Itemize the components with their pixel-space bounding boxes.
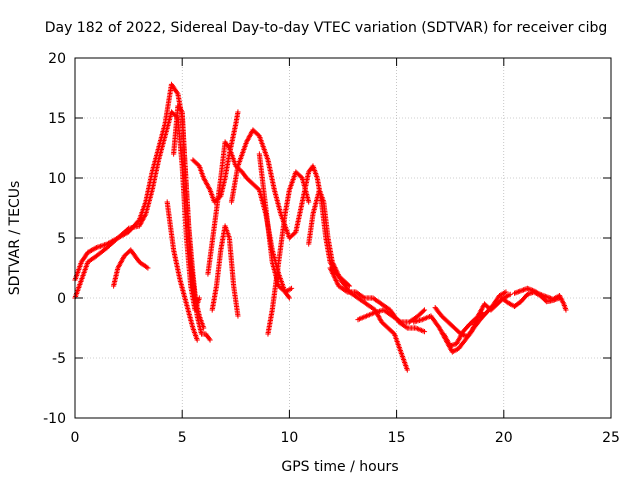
series-track-8 <box>209 223 241 319</box>
chart-title: Day 182 of 2022, Sidereal Day-to-day VTE… <box>45 20 608 36</box>
data-layer <box>72 81 569 373</box>
data-point <box>397 318 403 324</box>
data-point <box>286 295 292 301</box>
y-tick-label: 10 <box>48 171 66 187</box>
data-point <box>421 329 428 335</box>
y-tick-label: 20 <box>48 51 66 67</box>
data-point <box>145 265 151 271</box>
x-tick-label: 10 <box>280 430 298 446</box>
series-track-14 <box>355 307 428 325</box>
data-point <box>174 90 180 96</box>
data-point <box>343 288 349 294</box>
data-point <box>563 307 569 313</box>
series-track-19 <box>511 285 569 313</box>
series-track-16 <box>432 289 509 339</box>
data-point <box>288 285 295 291</box>
data-point <box>404 367 410 373</box>
tick-layer: -10 -5 0 5 10 15 20 0 5 10 15 20 25 <box>43 51 620 446</box>
data-point <box>178 108 184 114</box>
series-track-13 <box>327 265 428 335</box>
data-point <box>235 109 241 115</box>
x-tick-label: 25 <box>602 430 620 446</box>
data-point <box>360 294 366 300</box>
y-tick-label: 15 <box>48 111 66 127</box>
y-tick-label: 0 <box>57 291 66 307</box>
y-axis-label: SDTVAR / TECUs <box>7 181 23 296</box>
data-point <box>503 289 509 295</box>
data-point <box>144 264 150 270</box>
x-tick-label: 0 <box>71 430 80 446</box>
data-point <box>92 245 98 251</box>
data-point <box>479 309 485 315</box>
x-tick-label: 5 <box>178 430 187 446</box>
data-point <box>285 294 292 300</box>
series-track-10 <box>265 169 312 337</box>
y-tick-label: -5 <box>52 351 66 367</box>
data-point <box>420 308 426 314</box>
series-track-5 <box>164 199 200 343</box>
y-tick-label: -10 <box>43 411 66 427</box>
grid-layer <box>75 58 611 418</box>
series-track-11 <box>256 151 295 295</box>
data-point <box>507 291 513 297</box>
data-point <box>403 324 409 330</box>
x-axis-label: GPS time / hours <box>281 459 398 475</box>
data-point <box>421 307 428 313</box>
x-tick-label: 15 <box>388 430 406 446</box>
data-point <box>225 144 232 150</box>
data-point <box>306 199 312 205</box>
series-track-12 <box>306 187 410 373</box>
x-tick-label: 20 <box>495 430 513 446</box>
data-point <box>207 337 213 343</box>
data-point <box>194 337 200 343</box>
data-point <box>478 310 484 316</box>
data-point <box>235 313 241 319</box>
y-tick-label: 5 <box>57 231 66 247</box>
series-track-3 <box>110 247 151 289</box>
series-track-17 <box>441 309 485 349</box>
series-track-4 <box>171 103 213 343</box>
data-point <box>206 336 212 342</box>
